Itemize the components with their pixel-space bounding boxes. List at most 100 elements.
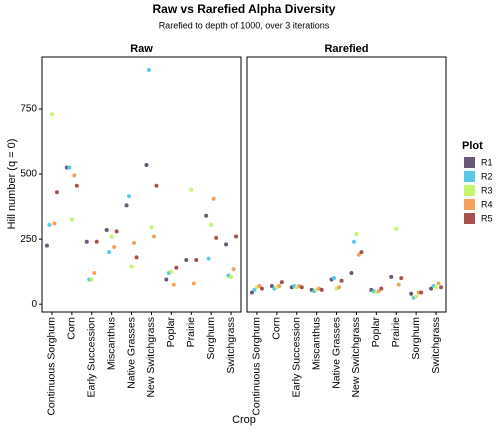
point [396,282,401,287]
point [74,183,79,188]
legend-label: R4 [481,199,493,209]
point [94,239,99,244]
legend-label: R5 [481,213,493,223]
x-tick-label: Prairie [185,317,197,348]
panel-title: Raw [130,43,153,55]
point [194,257,199,262]
point [112,244,117,249]
x-tick-label: Native Grasses [125,317,137,389]
point [209,222,214,227]
point [259,286,264,291]
point [249,290,254,295]
point [72,173,77,178]
x-tick-label: New Switchgrass [350,317,362,398]
x-tick-label: Sorghum [205,317,217,360]
y-tick-label: 250 [20,234,37,245]
point [67,165,72,170]
point [204,213,209,218]
point [69,217,74,222]
point [257,283,262,288]
point [104,228,109,233]
point [52,221,57,226]
x-tick-label: Switchgrass [430,317,442,374]
point [127,194,132,199]
y-tick-label: 750 [20,104,37,115]
point [409,291,414,296]
y-axis-label: Hill number (q = 0) [6,139,18,230]
point [339,278,344,283]
point [252,287,257,292]
point [231,267,236,272]
x-tick-label: New Switchgrass [145,317,157,398]
chart-subtitle: Rarefied to depth of 1000, over 3 iterat… [159,20,330,30]
legend-label: R1 [481,157,493,167]
point [151,234,156,239]
x-tick-label: Early Succession [86,317,98,398]
strip [42,41,241,57]
point [84,239,89,244]
x-tick-label: Prairie [390,317,402,348]
point [149,225,154,230]
point [49,112,54,117]
point [132,241,137,246]
point [351,239,356,244]
point [414,294,419,299]
point [169,269,174,274]
point [359,250,364,255]
point [234,234,239,239]
x-tick-label: Poplar [370,317,382,348]
y-tick-label: 0 [31,299,37,310]
legend-label: R2 [481,171,493,181]
legend-label: R3 [481,185,493,195]
point [109,234,114,239]
point [146,68,151,73]
point [277,283,282,288]
point [154,183,159,188]
point [214,235,219,240]
point [206,256,211,261]
x-tick-label: Sorghum [410,317,422,360]
point [389,274,394,279]
point [439,285,444,290]
legend-key [464,171,475,182]
point [332,276,337,281]
point [429,286,434,291]
point [124,203,129,208]
legend-title: Plot [462,140,483,152]
point [299,285,304,290]
x-axis-label: Crop [232,414,256,426]
strip [247,41,446,57]
x-tick-label: Corn [66,317,78,340]
point [89,277,94,282]
point [269,283,274,288]
x-tick-label: Continuous Sorghum [46,317,58,416]
point [129,264,134,269]
point [211,196,216,201]
point [376,289,381,294]
point [419,290,424,295]
legend-key [464,213,475,224]
x-tick-label: Miscanthus [310,317,322,370]
point [379,286,384,291]
point [114,229,119,234]
panel-border [41,56,242,313]
legend-key [464,199,475,210]
point [319,287,324,292]
point [144,162,149,167]
x-tick-label: Early Succession [291,317,303,398]
point [47,222,52,227]
point [354,231,359,236]
x-tick-label: Switchgrass [225,317,237,374]
x-tick-label: Corn [271,317,283,340]
point [224,242,229,247]
point [349,270,354,275]
point [434,285,439,290]
point [279,280,284,285]
point [134,255,139,260]
point [436,281,441,286]
point [184,257,189,262]
point [174,265,179,270]
legend-key [464,185,475,196]
chart-title: Raw vs Rarefied Alpha Diversity [153,2,336,16]
